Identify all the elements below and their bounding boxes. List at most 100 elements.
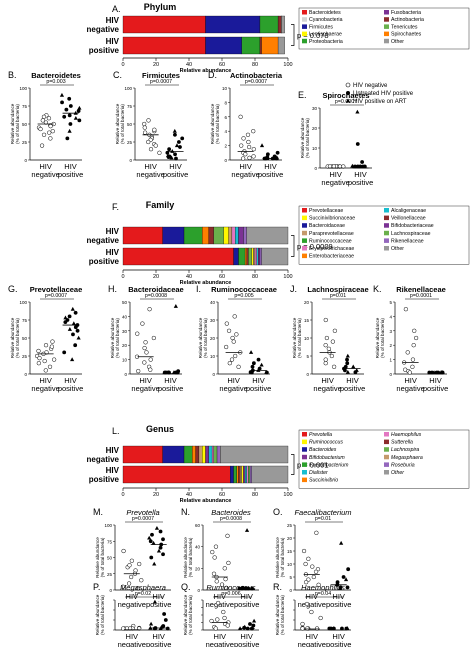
y-tick-label: 25 (127, 140, 133, 145)
data-point-untreated (345, 357, 349, 362)
bar-segment (238, 465, 241, 484)
y-axis-label: (% of total bacteria) (188, 537, 193, 577)
bar-segment (162, 445, 185, 464)
legend-swatch (384, 447, 389, 452)
data-point-negative (413, 335, 419, 341)
panel-letter: D. (208, 70, 217, 80)
bar-segment (122, 226, 163, 245)
data-point-negative (43, 368, 48, 373)
data-point-negative (214, 579, 219, 584)
y-tick-label: 5 (306, 354, 309, 359)
data-point-art (71, 321, 76, 326)
data-point-art (59, 92, 65, 97)
y-axis-label: Relative abundance (10, 103, 15, 144)
bar-segment (122, 465, 231, 484)
panel-letter: K. (373, 284, 382, 294)
panel-letter: Q. (181, 582, 191, 592)
data-point-negative (43, 343, 49, 348)
y-tick-label: 100 (124, 86, 132, 91)
y-axis-label: Relative abundance (198, 317, 203, 358)
legend-label: Prevotella (309, 432, 332, 438)
legend-swatch (302, 230, 307, 236)
y-tick-label: 30 (210, 318, 216, 323)
data-point-untreated (353, 370, 358, 375)
panel-letter: N. (181, 507, 190, 517)
legend-swatch (302, 432, 307, 437)
y-tick-label: 25 (22, 140, 28, 145)
data-point-untreated (174, 156, 178, 161)
y-tick-label: 2 (224, 144, 227, 149)
data-point-negative (410, 364, 415, 369)
y-axis-label: Relative abundance (275, 537, 280, 578)
data-point-negative (314, 530, 319, 535)
data-point-negative (318, 615, 323, 621)
y-tick-label: 4 (224, 129, 227, 134)
category-label-line2: positive (423, 384, 448, 393)
data-point-negative (49, 344, 55, 349)
data-point-untreated (340, 626, 344, 631)
bar-segment (248, 465, 251, 484)
legend-marker-triangle (345, 98, 351, 103)
data-point-untreated (345, 585, 350, 590)
data-point-untreated (346, 567, 351, 572)
data-point-negative (332, 328, 338, 333)
y-tick-label: 60 (195, 523, 201, 528)
legend-swatch (384, 38, 389, 44)
panel-title: Bacteroidaceae (128, 285, 183, 294)
category-label-line2: negative (131, 384, 159, 393)
panel-letter: R. (273, 582, 282, 592)
y-axis-label: (% of total bacteria) (100, 595, 105, 635)
bar-segment (261, 36, 279, 55)
x-tick-label: 60 (219, 274, 225, 280)
bar-segment (244, 465, 247, 484)
legend-swatch (384, 215, 389, 221)
legend-label: Sutterella (391, 440, 413, 446)
data-point-untreated (165, 626, 170, 631)
data-point-negative (48, 136, 53, 141)
category-label-line1: HIV (239, 162, 252, 171)
legend-swatch (302, 454, 307, 460)
bar-segment (195, 445, 200, 464)
data-point-negative (50, 339, 55, 344)
y-tick-label: 10 (210, 354, 216, 359)
y-tick-label: 10 (312, 146, 318, 151)
data-point-negative (232, 314, 237, 319)
bar-segment (183, 445, 193, 464)
data-point-negative (238, 114, 243, 119)
x-tick-label: 100 (283, 274, 292, 280)
data-point-art (67, 327, 72, 331)
data-point-negative (403, 307, 409, 312)
data-point-art (172, 128, 177, 133)
y-tick-label: 0 (197, 588, 200, 593)
legend-swatch (384, 246, 389, 251)
data-point-negative (251, 129, 256, 134)
legend-swatch (302, 477, 307, 483)
category-label-line2: positive (146, 640, 171, 647)
y-tick-label: 40 (210, 300, 216, 305)
category-label-line1: HIV (306, 632, 319, 641)
data-point-negative (233, 353, 238, 359)
data-point-negative (303, 580, 309, 585)
data-point-negative (38, 126, 43, 132)
panel-title: Actinobacteria (230, 71, 283, 80)
data-point-untreated (162, 612, 167, 616)
data-point-negative (215, 600, 221, 606)
bar-segment (281, 15, 285, 34)
category-label-line2: negative (118, 600, 146, 609)
panel-title: Bacteroidetes (31, 71, 81, 80)
data-point-negative (231, 339, 236, 344)
category-label-line1: HIV (354, 170, 367, 179)
x-tick-label: 100 (283, 492, 292, 498)
bar-segment (220, 445, 289, 464)
panel-letter: O. (273, 507, 283, 517)
bar-segment (261, 247, 289, 266)
legend-swatch (384, 454, 389, 460)
y-tick-label: 100 (19, 300, 27, 305)
legend-swatch (384, 17, 389, 22)
legend-label: Succinivibrionaceae (309, 216, 355, 222)
y-tick-label: 20 (304, 300, 310, 305)
category-label-line1: HIV (169, 162, 182, 171)
legend-swatch (302, 238, 307, 243)
category-label-line1: HIV (64, 376, 77, 385)
data-point-negative (140, 321, 145, 326)
